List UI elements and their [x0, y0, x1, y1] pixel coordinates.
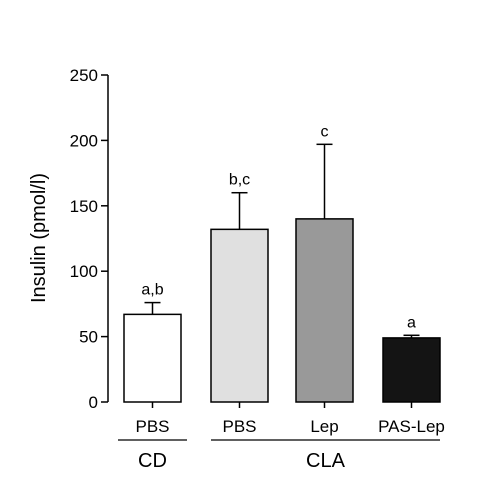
axes: 0 50 100 150 200 250	[70, 66, 413, 412]
y-tick-label: 100	[70, 262, 98, 281]
significance-label: b,c	[229, 172, 250, 189]
y-tick-label: 150	[70, 197, 98, 216]
significance-label: c	[321, 123, 329, 140]
bar	[123, 313, 182, 403]
bar	[210, 228, 269, 403]
bar	[295, 218, 354, 403]
x-tick-label: Lep	[310, 417, 338, 436]
significance-label: a,b	[141, 282, 163, 299]
bars: a,b b,c c a	[123, 123, 441, 403]
y-tick-label: 50	[79, 328, 98, 347]
significance-label: a	[407, 314, 416, 331]
x-tick-label: PBS	[222, 417, 256, 436]
bar	[382, 337, 441, 403]
x-tick-label: PAS-Lep	[378, 417, 445, 436]
group-label: CD	[138, 450, 167, 472]
y-tick-label: 0	[89, 393, 98, 412]
x-tick-label: PBS	[135, 417, 169, 436]
category-labels: PBS PBS Lep PAS-Lep CD CLA	[118, 417, 445, 472]
y-tick-label: 200	[70, 131, 98, 150]
group-label: CLA	[306, 450, 346, 472]
y-axis-label: Insulin (pmol/l)	[28, 173, 50, 303]
y-tick-label: 250	[70, 66, 98, 85]
